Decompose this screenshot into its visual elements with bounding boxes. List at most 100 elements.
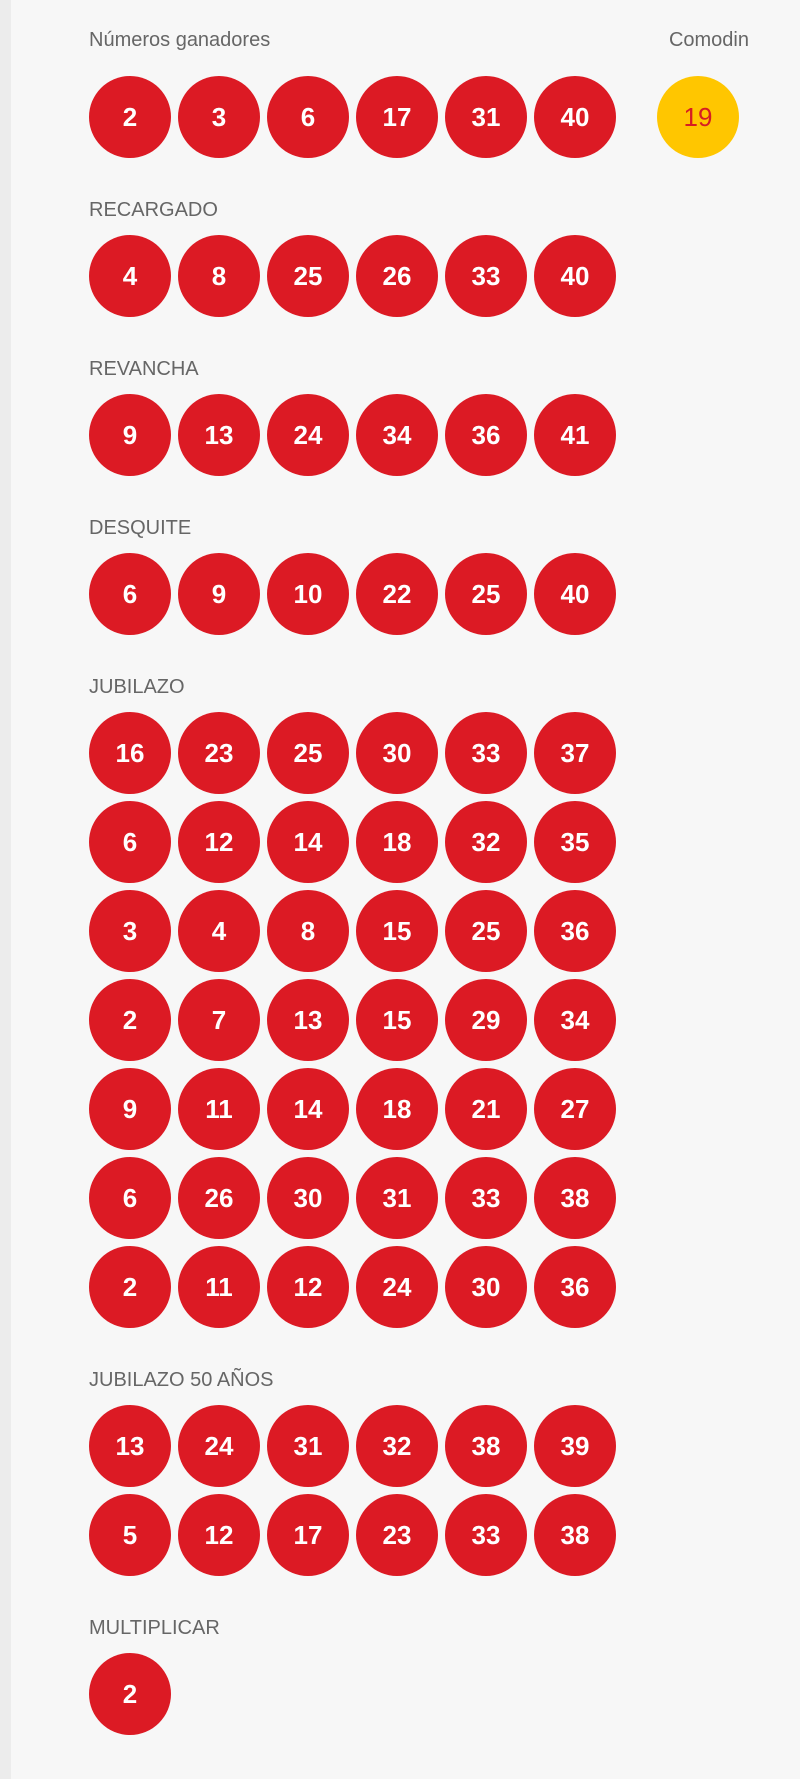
number-ball: 31 [445,76,527,158]
number-ball: 30 [356,712,438,794]
number-row: 2 [89,1653,789,1735]
number-ball: 14 [267,801,349,883]
number-ball: 32 [445,801,527,883]
number-row: 9 11 14 18 21 27 [89,1068,789,1150]
number-row: 2 7 13 15 29 34 [89,979,789,1061]
number-ball: 39 [534,1405,616,1487]
number-ball: 2 [89,1246,171,1328]
number-ball: 26 [356,235,438,317]
number-ball: 23 [178,712,260,794]
section-jubilazo: JUBILAZO 16 23 25 30 33 37 6 12 14 18 32 35 3 4 8 15 25 36… [89,676,789,1328]
number-ball: 33 [445,235,527,317]
number-ball: 5 [89,1494,171,1576]
section-desquite: DESQUITE 6 9 10 22 25 40 [89,517,789,635]
number-ball: 25 [445,890,527,972]
section-label: JUBILAZO 50 AÑOS [89,1369,274,1391]
number-ball: 8 [267,890,349,972]
number-row: 6 26 30 31 33 38 [89,1157,789,1239]
number-ball: 40 [534,235,616,317]
section-label: DESQUITE [89,517,192,539]
number-ball: 25 [267,235,349,317]
number-ball: 6 [89,553,171,635]
number-ball: 10 [267,553,349,635]
section-multiplicar: MULTIPLICAR 2 [89,1617,789,1735]
number-ball: 30 [445,1246,527,1328]
number-ball: 17 [356,76,438,158]
number-ball: 12 [178,1494,260,1576]
winning-numbers-label: Números ganadores [89,29,271,51]
number-row: 4 8 25 26 33 40 [89,235,789,317]
section-label: MULTIPLICAR [89,1617,220,1639]
number-ball: 9 [89,1068,171,1150]
number-ball: 12 [267,1246,349,1328]
number-ball: 2 [89,979,171,1061]
number-ball: 40 [534,553,616,635]
number-row: 5 12 17 23 33 38 [89,1494,789,1576]
number-ball: 41 [534,394,616,476]
number-ball: 30 [267,1157,349,1239]
number-ball: 32 [356,1405,438,1487]
number-ball: 9 [178,553,260,635]
number-ball: 38 [534,1494,616,1576]
section-label: RECARGADO [89,199,218,221]
number-ball: 36 [445,394,527,476]
number-ball: 6 [89,801,171,883]
number-ball: 6 [267,76,349,158]
number-ball: 3 [178,76,260,158]
number-ball: 38 [534,1157,616,1239]
section-revancha: REVANCHA 9 13 24 34 36 41 [89,358,789,476]
number-ball: 33 [445,1494,527,1576]
number-ball: 8 [178,235,260,317]
number-row: 9 13 24 34 36 41 [89,394,789,476]
number-ball: 11 [178,1246,260,1328]
number-ball: 3 [89,890,171,972]
number-ball: 25 [267,712,349,794]
number-ball: 7 [178,979,260,1061]
number-ball: 34 [534,979,616,1061]
number-ball: 31 [267,1405,349,1487]
number-ball: 33 [445,712,527,794]
number-ball: 23 [356,1494,438,1576]
number-ball: 15 [356,890,438,972]
number-ball: 35 [534,801,616,883]
number-ball: 33 [445,1157,527,1239]
section-label: JUBILAZO [89,676,185,698]
number-ball: 36 [534,1246,616,1328]
number-ball: 11 [178,1068,260,1150]
number-ball: 27 [534,1068,616,1150]
section-jubilazo-50-a-os: JUBILAZO 50 AÑOS 13 24 31 32 38 39 5 12 17 23 33 38 [89,1369,789,1576]
number-ball: 24 [267,394,349,476]
number-ball: 22 [356,553,438,635]
number-row: 2 11 12 24 30 36 [89,1246,789,1328]
number-row: 16 23 25 30 33 37 [89,712,789,794]
number-row: 13 24 31 32 38 39 [89,1405,789,1487]
number-ball: 4 [178,890,260,972]
number-ball: 24 [178,1405,260,1487]
number-ball: 26 [178,1157,260,1239]
number-ball: 36 [534,890,616,972]
number-ball: 34 [356,394,438,476]
number-ball: 13 [89,1405,171,1487]
section-label: REVANCHA [89,358,199,380]
number-ball: 13 [267,979,349,1061]
winning-numbers-section: Números ganadores Comodin 2 3 6 17 31 40 19 [89,29,789,158]
number-ball: 14 [267,1068,349,1150]
number-ball: 17 [267,1494,349,1576]
number-ball: 13 [178,394,260,476]
number-ball: 15 [356,979,438,1061]
number-ball: 37 [534,712,616,794]
results-panel: Números ganadores Comodin 2 3 6 17 31 40 19 RE… [89,29,789,1735]
number-ball: 21 [445,1068,527,1150]
number-row: 6 12 14 18 32 35 [89,801,789,883]
number-row: 3 4 8 15 25 36 [89,890,789,972]
number-ball: 18 [356,801,438,883]
number-ball: 12 [178,801,260,883]
section-recargado: RECARGADO 4 8 25 26 33 40 [89,199,789,317]
number-ball: 2 [89,76,171,158]
number-ball: 4 [89,235,171,317]
number-ball: 25 [445,553,527,635]
number-ball: 16 [89,712,171,794]
number-ball: 38 [445,1405,527,1487]
number-ball: 2 [89,1653,171,1735]
winning-numbers-row: 2 3 6 17 31 40 19 [89,76,789,158]
